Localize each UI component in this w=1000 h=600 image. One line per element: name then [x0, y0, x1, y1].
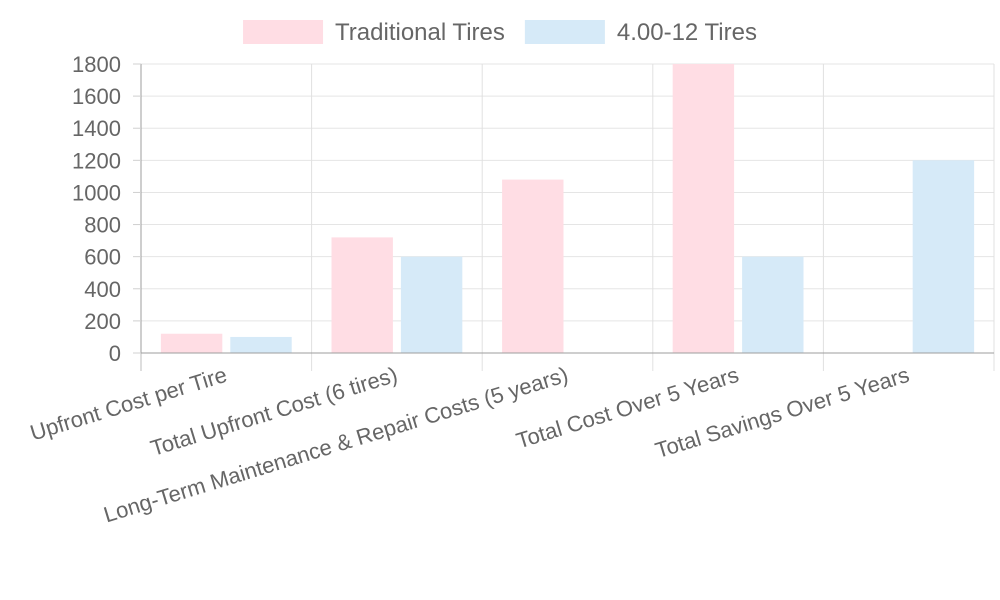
- bar-traditional-2[interactable]: [502, 179, 564, 353]
- bar-tires-400-12-0[interactable]: [230, 336, 292, 353]
- legend-swatch: [243, 20, 324, 44]
- y-axis-ticks: 0 200 400 600 800 1000 1200 1400 1600 1800: [72, 52, 141, 366]
- y-tick-label: 1400: [72, 116, 121, 141]
- legend-label: Traditional Tires: [335, 19, 505, 46]
- y-tick-label: 200: [84, 309, 121, 334]
- y-tick-label: 1000: [72, 180, 121, 205]
- bar-tires-400-12-3[interactable]: [742, 256, 804, 353]
- bar-traditional-3[interactable]: [672, 64, 735, 353]
- y-tick-label: 0: [109, 341, 121, 366]
- legend-item-traditional[interactable]: Traditional Tires: [243, 19, 505, 46]
- grid: [140, 63, 995, 371]
- y-tick-label: 400: [84, 277, 121, 302]
- axes: [140, 64, 994, 354]
- legend: Traditional Tires 4.00-12 Tires: [243, 19, 757, 46]
- bar-tires-400-12-1[interactable]: [400, 256, 463, 353]
- legend-item-tires-400-12[interactable]: 4.00-12 Tires: [524, 19, 757, 46]
- bar-tires-400-12-4[interactable]: [912, 160, 975, 353]
- y-tick-label: 600: [84, 245, 121, 270]
- y-tick-label: 1800: [72, 52, 121, 77]
- bar-traditional-1[interactable]: [331, 237, 393, 353]
- bars: [160, 64, 975, 353]
- y-tick-label: 1200: [72, 148, 121, 173]
- legend-label: 4.00-12 Tires: [617, 19, 757, 46]
- y-tick-label: 800: [84, 213, 121, 238]
- y-tick-label: 1600: [72, 84, 121, 109]
- bar-traditional-0[interactable]: [160, 333, 223, 353]
- legend-swatch: [524, 20, 605, 44]
